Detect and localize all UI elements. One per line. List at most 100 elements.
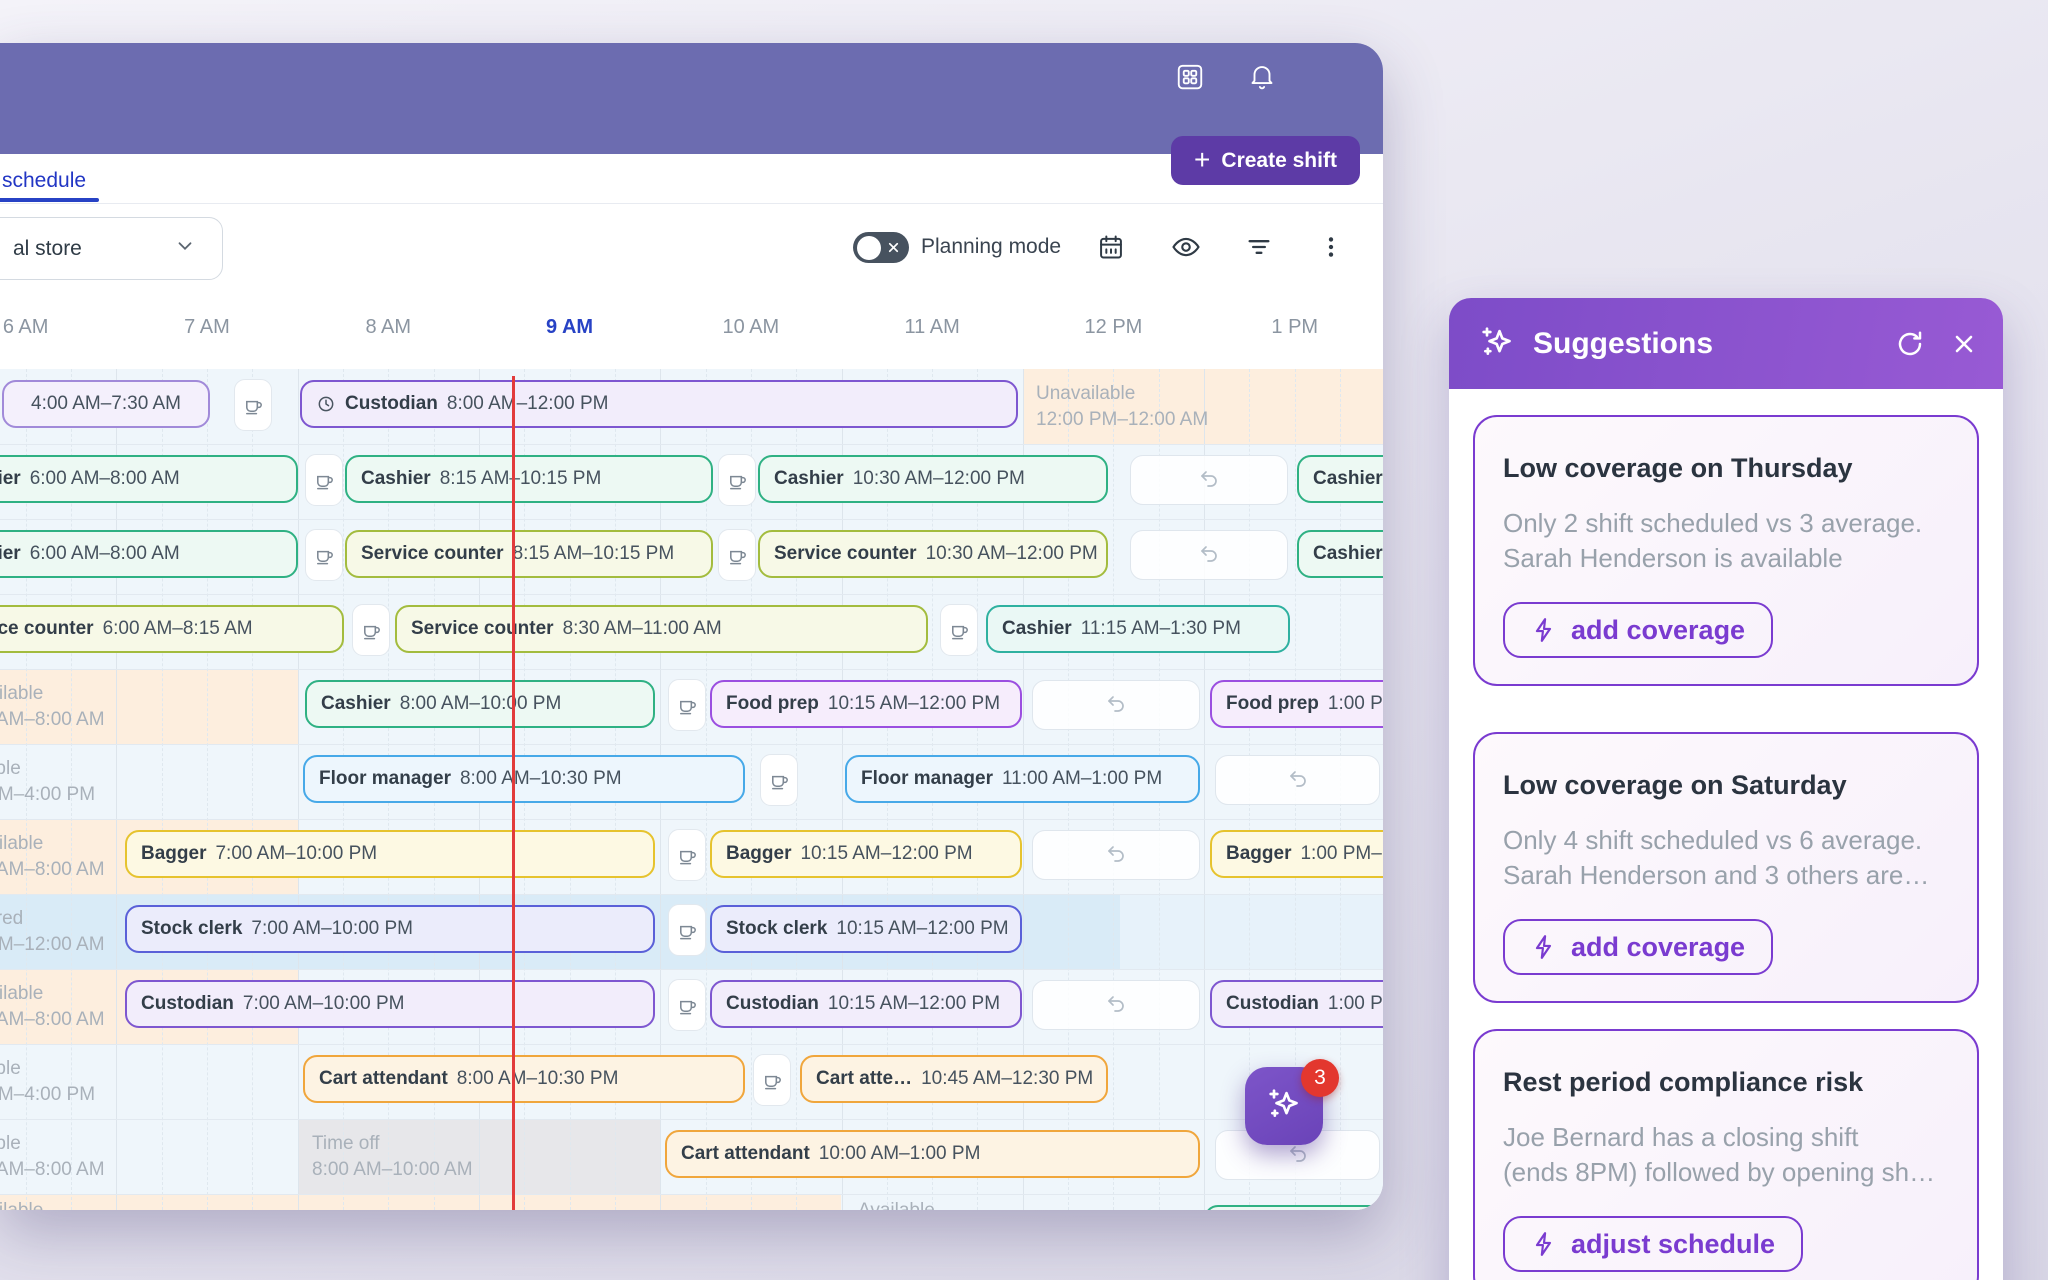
shift-pill-cashier[interactable]: Cashier [1297, 530, 1383, 578]
coffee-cup-icon [764, 1075, 781, 1089]
shift-role: Cashier [0, 543, 21, 564]
break-button[interactable] [668, 979, 706, 1031]
time-column-label: 9 AM [546, 316, 594, 338]
shift-pill-cart-attendant[interactable]: Cart attendant 10:00 AM–1:00 PM [665, 1130, 1200, 1178]
create-shift-label: Create shift [1221, 148, 1337, 172]
shift-pill-food-prep[interactable]: Food prep 10:15 AM–12:00 PM [710, 680, 1022, 728]
open-slot[interactable] [1032, 980, 1200, 1030]
shift-pill-food-prep[interactable]: Food prep 1:00 PM [1210, 680, 1383, 728]
availability-note: Unavailable 12:00 PM–12:00 AM [1036, 381, 1208, 433]
open-slot[interactable] [1130, 455, 1288, 505]
break-button[interactable] [753, 1054, 791, 1106]
shift-pill-stock-clerk[interactable]: Stock clerk 7:00 AM–10:00 PM [125, 905, 655, 953]
filter-icon[interactable] [1239, 204, 1279, 290]
shift-time: 11:00 AM–1:00 PM [1001, 768, 1163, 789]
shift-pill-bagger[interactable]: Bagger 1:00 PM–1 [1210, 830, 1383, 878]
break-button[interactable] [668, 904, 706, 956]
open-slot[interactable] [1032, 680, 1200, 730]
schedule-row: Available 8:00 AM–4:00 PM Cart attendant 8:… [0, 1044, 1383, 1119]
open-slot[interactable] [1215, 755, 1380, 805]
shift-pill-shift[interactable] [1204, 1205, 1383, 1210]
break-button[interactable] [718, 529, 756, 581]
shift-pill-cashier[interactable]: Cashier 10:30 AM–12:00 PM [758, 455, 1108, 503]
shift-pill-custodian[interactable]: Custodian 8:00 AM–12:00 PM [300, 380, 1018, 428]
close-icon[interactable] [1945, 325, 1983, 363]
row-separator [0, 594, 1383, 595]
open-slot[interactable] [1130, 530, 1288, 580]
break-button[interactable] [234, 379, 272, 431]
shift-time: 7:00 AM–10:00 PM [215, 843, 378, 864]
swap-shift-icon [1108, 846, 1124, 862]
note-line: 12:00 AM–8:00 AM [0, 709, 105, 730]
shift-pill-cart-attendant[interactable]: Cart attendant 8:00 AM–10:30 PM [303, 1055, 745, 1103]
swap-shift-icon [1201, 471, 1217, 487]
shift-time: 8:15 AM–10:15 PM [439, 468, 602, 489]
shift-pill-service-counter[interactable]: Service counter 8:30 AM–11:00 AM [395, 605, 928, 653]
kebab-menu-icon[interactable] [1311, 204, 1351, 290]
adjust-schedule-button[interactable]: adjust schedule [1503, 1216, 1804, 1272]
quarter-gridline [206, 369, 208, 1210]
shift-pill-cashier[interactable]: Cashier 11:15 AM–1:30 PM [986, 605, 1290, 653]
bell-icon[interactable] [1243, 58, 1281, 96]
shift-pill-floor-manager[interactable]: Floor manager 8:00 AM–10:30 PM [303, 755, 745, 803]
shift-role: Service counter [411, 618, 554, 639]
break-button[interactable] [718, 454, 756, 506]
break-button[interactable] [668, 829, 706, 881]
shift-role: Cashier [0, 468, 21, 489]
suggestion-title: Low coverage on Thursday [1503, 453, 1853, 483]
shift-pill-cashier[interactable]: Cashier 8:15 AM–10:15 PM [345, 455, 713, 503]
break-button[interactable] [940, 604, 978, 656]
calendar-icon[interactable] [1091, 204, 1131, 290]
eye-icon[interactable] [1166, 204, 1206, 290]
shift-time: 10:15 AM–12:00 PM [800, 843, 973, 864]
shift-pill-cashier[interactable]: Cashier 8:00 AM–10:00 PM [305, 680, 655, 728]
shift-pill-cashier[interactable]: Cashier 6:00 AM–8:00 AM [0, 455, 298, 503]
coffee-cup-icon [316, 475, 333, 489]
store-selector[interactable]: al store [0, 217, 223, 280]
planning-mode-toggle[interactable] [853, 232, 909, 263]
shift-pill-cashier[interactable]: Cashier [1297, 455, 1383, 503]
shift-pill-service-counter[interactable]: Service counter 6:00 AM–8:15 AM [0, 605, 344, 653]
note-line: Unavailable [0, 1198, 43, 1210]
break-button[interactable] [305, 529, 343, 581]
add-coverage-button[interactable]: add coverage [1503, 602, 1774, 658]
quarter-gridline [750, 369, 752, 1210]
open-slot[interactable] [1032, 830, 1200, 880]
sparkles-icon [1264, 1084, 1304, 1129]
create-shift-button[interactable]: + Create shift [1171, 136, 1360, 185]
coffee-cup-icon [951, 625, 968, 639]
shift-pill-bagger[interactable]: Bagger 7:00 AM–10:00 PM [125, 830, 655, 878]
swap-shift-icon [1289, 771, 1306, 787]
swap-shift-icon [1108, 996, 1124, 1012]
ai-suggestions-fab[interactable]: 3 [1245, 1059, 1339, 1145]
row-separator [0, 1044, 1383, 1045]
shift-pill-floor-manager[interactable]: Floor manager 11:00 AM–1:00 PM [845, 755, 1200, 803]
shift-pill-4-00-am-7-30-am[interactable]: 4:00 AM–7:30 AM [2, 380, 210, 428]
suggestion-title: Rest period compliance risk [1503, 1067, 1864, 1097]
time-column-label: 10 AM [722, 316, 780, 338]
availability-note: Unavailable 12:00 AM–8:00 AM [0, 981, 105, 1033]
break-button[interactable] [352, 604, 390, 656]
quarter-gridline [252, 369, 254, 1210]
shift-pill-bagger[interactable]: Bagger 10:15 AM–12:00 PM [710, 830, 1022, 878]
refresh-icon[interactable] [1891, 325, 1929, 363]
apps-grid-icon[interactable] [1171, 58, 1209, 96]
add-coverage-button[interactable]: add coverage [1503, 919, 1774, 975]
shift-pill-custodian[interactable]: Custodian 1:00 PM [1210, 980, 1383, 1028]
shift-role: Food prep [1226, 693, 1319, 714]
shift-pill-stock-clerk[interactable]: Stock clerk 10:15 AM–12:00 PM [710, 905, 1022, 953]
lightning-icon [1531, 617, 1557, 643]
tab-schedule[interactable]: schedule [2, 169, 87, 192]
availability-note: Available 12:00 AM–8:00 AM [0, 1131, 105, 1183]
break-button[interactable] [305, 454, 343, 506]
break-button[interactable] [668, 679, 706, 731]
shift-pill-custodian[interactable]: Custodian 7:00 AM–10:00 PM [125, 980, 655, 1028]
shift-pill-service-counter[interactable]: Service counter 8:15 AM–10:15 PM [345, 530, 713, 578]
shift-pill-service-counter[interactable]: Service counter 10:30 AM–12:00 PM [758, 530, 1108, 578]
row-separator [0, 819, 1383, 820]
shift-pill-custodian[interactable]: Custodian 10:15 AM–12:00 PM [710, 980, 1022, 1028]
break-button[interactable] [760, 754, 798, 806]
shift-pill-cashier[interactable]: Cashier 6:00 AM–8:00 AM [0, 530, 298, 578]
shift-pill-cart-atte[interactable]: Cart atte… 10:45 AM–12:30 PM [800, 1055, 1108, 1103]
note-line: 12:00 AM–8:00 AM [0, 1009, 105, 1030]
